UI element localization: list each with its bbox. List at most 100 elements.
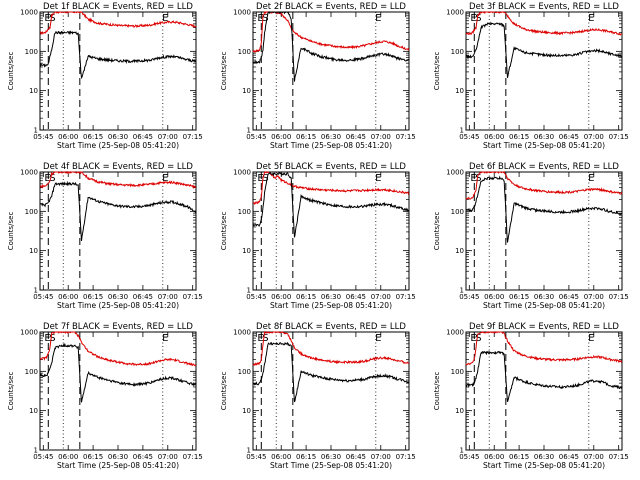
event-marker-label: E bbox=[470, 333, 476, 344]
x-tick-label: 07:00 bbox=[158, 453, 178, 461]
x-tick-label: 06:15 bbox=[296, 453, 316, 461]
event-marker-label: S bbox=[262, 13, 268, 24]
y-tick-label: 1000 bbox=[446, 9, 464, 17]
panel-title: Det 2f BLACK = Events, RED = LLD bbox=[256, 2, 406, 12]
x-tick-label: 07:00 bbox=[584, 133, 604, 141]
panel-det-5: Det 5f BLACK = Events, RED = LLD 1 10 100 10… bbox=[220, 162, 416, 310]
x-tick-label: 06:15 bbox=[83, 453, 103, 461]
x-tick-label: 06:00 bbox=[484, 133, 504, 141]
y-tick-label: 100 bbox=[25, 368, 38, 376]
event-marker-label: S bbox=[262, 173, 268, 184]
x-tick-label: 07:15 bbox=[396, 133, 416, 141]
x-tick-label: 06:15 bbox=[83, 293, 103, 301]
x-tick-label: 06:15 bbox=[509, 453, 529, 461]
x-tick-label: 06:00 bbox=[271, 133, 291, 141]
x-axis-label: Start Time (25-Sep-08 05:41:20) bbox=[270, 141, 392, 150]
y-tick-label: 10 bbox=[29, 247, 38, 255]
y-axis-label: Counts/sec bbox=[433, 372, 441, 411]
events-series-line bbox=[39, 342, 197, 403]
y-tick-label: 1 bbox=[34, 447, 38, 455]
y-tick-label: 1000 bbox=[233, 329, 251, 337]
x-tick-label: 06:15 bbox=[296, 133, 316, 141]
lld-series-line bbox=[39, 170, 197, 190]
y-axis-label: Counts/sec bbox=[433, 212, 441, 251]
events-series-line bbox=[465, 350, 623, 402]
lld-series-line bbox=[252, 330, 410, 367]
event-marker-label: E bbox=[588, 173, 594, 184]
y-axis-label: Counts/sec bbox=[220, 212, 228, 251]
x-tick-label: 07:00 bbox=[158, 133, 178, 141]
x-tick-label: 06:00 bbox=[484, 453, 504, 461]
lld-series-line bbox=[465, 11, 623, 36]
events-series-line bbox=[465, 21, 623, 78]
y-tick-label: 10 bbox=[29, 87, 38, 95]
x-tick-label: 07:15 bbox=[183, 293, 203, 301]
x-tick-label: 06:30 bbox=[108, 293, 128, 301]
lld-series-line bbox=[465, 171, 623, 200]
y-tick-label: 100 bbox=[451, 368, 464, 376]
x-tick-label: 06:30 bbox=[534, 453, 554, 461]
panel-title: Det 1f BLACK = Events, RED = LLD bbox=[43, 2, 193, 12]
y-tick-label: 1000 bbox=[20, 169, 38, 177]
x-axis-label: Start Time (25-Sep-08 05:41:20) bbox=[57, 301, 179, 310]
y-tick-label: 10 bbox=[455, 247, 464, 255]
event-marker-label: E bbox=[257, 333, 263, 344]
x-tick-label: 06:45 bbox=[133, 133, 153, 141]
panel-det-1: Det 1f BLACK = Events, RED = LLD 1 10 100 10… bbox=[7, 2, 203, 150]
y-axis-label: Counts/sec bbox=[7, 52, 15, 91]
x-tick-label: 05:45 bbox=[246, 293, 266, 301]
event-marker-label: E bbox=[162, 333, 168, 344]
x-tick-label: 06:30 bbox=[534, 293, 554, 301]
x-tick-label: 06:15 bbox=[509, 293, 529, 301]
x-tick-label: 06:00 bbox=[484, 293, 504, 301]
panel-title: Det 8f BLACK = Events, RED = LLD bbox=[256, 322, 406, 332]
x-tick-label: 06:45 bbox=[346, 453, 366, 461]
panel-det-2: Det 2f BLACK = Events, RED = LLD 1 10 100 10… bbox=[220, 2, 416, 150]
panel-title: Det 4f BLACK = Events, RED = LLD bbox=[43, 162, 193, 172]
x-tick-label: 05:45 bbox=[246, 453, 266, 461]
event-marker-label: E bbox=[44, 13, 50, 24]
y-tick-label: 1000 bbox=[20, 329, 38, 337]
x-axis-label: Start Time (25-Sep-08 05:41:20) bbox=[483, 461, 605, 470]
y-tick-label: 1000 bbox=[233, 9, 251, 17]
lld-series-line bbox=[39, 11, 197, 35]
events-series-line bbox=[39, 30, 197, 80]
y-tick-label: 1 bbox=[34, 127, 38, 135]
y-tick-label: 1 bbox=[34, 287, 38, 295]
event-marker-label: S bbox=[49, 333, 55, 344]
x-tick-label: 05:45 bbox=[33, 133, 53, 141]
y-tick-label: 1000 bbox=[233, 169, 251, 177]
event-marker-label: E bbox=[375, 13, 381, 24]
event-marker-label: E bbox=[257, 13, 263, 24]
x-tick-label: 06:45 bbox=[559, 133, 579, 141]
event-marker-label: S bbox=[49, 13, 55, 24]
event-marker-label: E bbox=[375, 333, 381, 344]
y-axis-label: Counts/sec bbox=[7, 372, 15, 411]
x-tick-label: 07:15 bbox=[609, 453, 629, 461]
x-axis-label: Start Time (25-Sep-08 05:41:20) bbox=[483, 141, 605, 150]
x-tick-label: 05:45 bbox=[459, 133, 479, 141]
x-axis-label: Start Time (25-Sep-08 05:41:20) bbox=[270, 301, 392, 310]
x-tick-label: 06:30 bbox=[534, 133, 554, 141]
x-tick-label: 06:45 bbox=[559, 453, 579, 461]
panel-title: Det 5f BLACK = Events, RED = LLD bbox=[256, 162, 406, 172]
event-marker-label: E bbox=[375, 173, 381, 184]
x-tick-label: 06:45 bbox=[133, 293, 153, 301]
x-tick-label: 06:45 bbox=[133, 453, 153, 461]
y-tick-label: 1 bbox=[247, 287, 251, 295]
event-marker-label: E bbox=[162, 13, 168, 24]
y-tick-label: 1000 bbox=[20, 9, 38, 17]
panel-det-9: Det 9f BLACK = Events, RED = LLD 1 10 100 10… bbox=[433, 322, 629, 470]
x-tick-label: 06:30 bbox=[321, 453, 341, 461]
x-tick-label: 07:15 bbox=[609, 133, 629, 141]
x-tick-label: 05:45 bbox=[246, 133, 266, 141]
x-axis-label: Start Time (25-Sep-08 05:41:20) bbox=[483, 301, 605, 310]
y-tick-label: 10 bbox=[242, 87, 251, 95]
event-marker-label: E bbox=[44, 173, 50, 184]
y-tick-label: 1 bbox=[247, 447, 251, 455]
event-marker-label: E bbox=[588, 13, 594, 24]
y-tick-label: 1000 bbox=[446, 169, 464, 177]
event-marker-label: E bbox=[44, 333, 50, 344]
y-tick-label: 100 bbox=[238, 368, 251, 376]
